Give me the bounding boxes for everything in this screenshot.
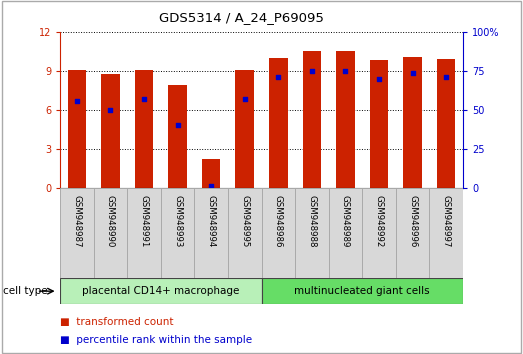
Text: GSM948997: GSM948997 xyxy=(441,195,451,247)
Point xyxy=(140,97,148,102)
Point xyxy=(308,68,316,74)
Bar xyxy=(262,278,463,304)
Bar xyxy=(437,59,456,188)
Bar xyxy=(228,188,262,278)
Point xyxy=(408,70,417,76)
Bar xyxy=(101,74,120,188)
Bar xyxy=(168,85,187,188)
Text: GSM948993: GSM948993 xyxy=(173,195,182,247)
Text: GSM948991: GSM948991 xyxy=(140,195,149,247)
Text: GSM948996: GSM948996 xyxy=(408,195,417,247)
Bar xyxy=(429,188,463,278)
Bar xyxy=(135,69,153,188)
Point xyxy=(241,97,249,102)
Bar xyxy=(370,61,388,188)
Point xyxy=(73,98,81,103)
Text: placental CD14+ macrophage: placental CD14+ macrophage xyxy=(82,286,240,296)
Bar xyxy=(60,188,94,278)
Bar xyxy=(202,159,220,188)
Point xyxy=(207,183,215,189)
Text: GSM948986: GSM948986 xyxy=(274,195,283,247)
Point xyxy=(442,74,450,79)
Bar xyxy=(295,188,328,278)
Text: multinucleated giant cells: multinucleated giant cells xyxy=(294,286,430,296)
Text: GDS5314 / A_24_P69095: GDS5314 / A_24_P69095 xyxy=(159,11,324,24)
Bar xyxy=(127,188,161,278)
Text: GSM948992: GSM948992 xyxy=(374,195,383,247)
Bar xyxy=(269,58,288,188)
Bar xyxy=(362,188,396,278)
Bar xyxy=(60,278,262,304)
Bar xyxy=(396,188,429,278)
Bar xyxy=(94,188,127,278)
Text: cell type: cell type xyxy=(3,286,47,296)
Point xyxy=(106,107,115,113)
Text: GSM948989: GSM948989 xyxy=(341,195,350,247)
Bar xyxy=(67,70,86,188)
Bar xyxy=(262,188,295,278)
Text: ■  transformed count: ■ transformed count xyxy=(60,317,174,327)
Text: GSM948990: GSM948990 xyxy=(106,195,115,247)
Bar xyxy=(161,188,195,278)
Point xyxy=(174,122,182,128)
Bar xyxy=(303,51,321,188)
Bar xyxy=(328,188,362,278)
Bar xyxy=(235,70,254,188)
Text: GSM948995: GSM948995 xyxy=(240,195,249,247)
Text: ■  percentile rank within the sample: ■ percentile rank within the sample xyxy=(60,335,252,345)
Text: GSM948994: GSM948994 xyxy=(207,195,215,247)
Text: GSM948988: GSM948988 xyxy=(308,195,316,247)
Point xyxy=(375,76,383,81)
Bar xyxy=(403,57,422,188)
Bar xyxy=(195,188,228,278)
Bar xyxy=(336,51,355,188)
Text: GSM948987: GSM948987 xyxy=(72,195,82,247)
Point xyxy=(341,68,349,74)
Point xyxy=(274,74,282,79)
